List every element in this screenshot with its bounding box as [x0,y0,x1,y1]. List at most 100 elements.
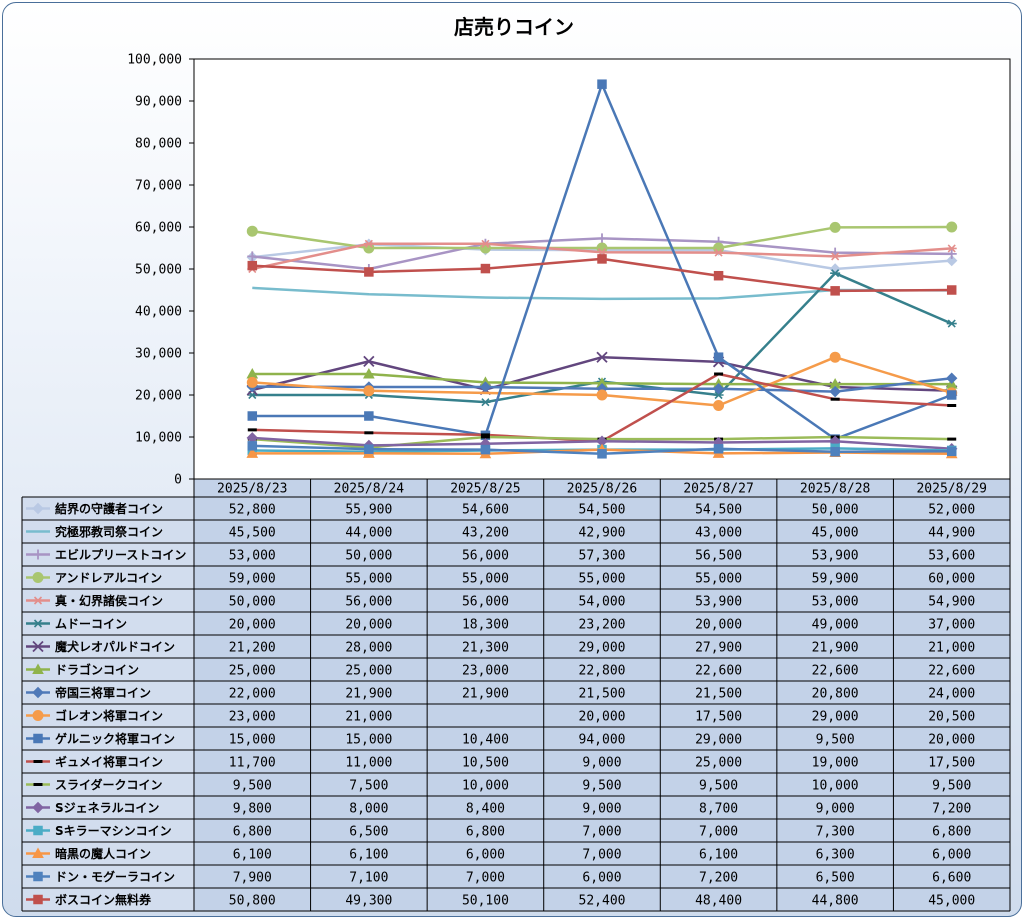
table-value: 21,000 [345,710,392,725]
table-value: 37,000 [928,618,975,633]
data-point [247,260,258,271]
legend-key [26,663,50,674]
line-chart: 店売りコイン 0 10,000 20,000 30,000 40,000 50,000 60… [21,15,1011,912]
table-value: 55,000 [579,572,626,587]
table-value: 8,700 [699,802,738,817]
data-point [829,385,841,398]
table-value: 24,000 [928,687,975,702]
table-value: 20,000 [928,733,975,748]
table-value: 21,900 [462,687,509,702]
table-value: 20,000 [579,710,626,725]
series-name: 結界の守護者コイン [55,501,163,516]
table-value: 7,500 [349,779,388,794]
table-value: 9,000 [816,802,855,817]
table-value: 42,900 [579,526,626,541]
table-value: 53,900 [695,595,742,610]
series-name: エビルプリーストコイン [55,547,186,562]
table-value: 94,000 [579,733,626,748]
table-value: 6,800 [932,825,971,840]
data-point [714,372,724,376]
table-value: 20,000 [695,618,742,633]
data-point [829,221,841,233]
table-value: 6,000 [466,848,505,863]
table-value: 45,000 [928,894,975,909]
data-point [33,549,43,560]
table-value: 6,800 [466,825,505,840]
y-tick-label: 0 [174,473,182,488]
table-value: 10,000 [462,779,509,794]
table-value: 56,000 [345,595,392,610]
y-tick-label: 30,000 [135,347,182,362]
table-value: 7,100 [349,871,388,886]
data-point [247,251,258,262]
data-point [946,221,958,233]
table-value: 7,000 [582,848,621,863]
table-value: 17,500 [928,756,975,771]
series-name: 魔犬レオパルドコイン [55,639,175,654]
table-value: 54,600 [462,503,509,518]
data-table: 2025/8/23 2025/8/24 2025/8/25 2025/8/26 2025… [21,478,1011,912]
table-value: 10,000 [812,779,859,794]
table-value: 28,000 [345,641,392,656]
series-group [247,441,957,459]
table-value: 11,000 [345,756,392,771]
data-point [946,244,957,253]
data-point [480,444,491,455]
table-value: 21,900 [345,687,392,702]
category-label: 2025/8/23 [217,482,287,497]
data-point [713,352,724,362]
table-value: 6,500 [816,871,855,886]
table-value: 7,200 [932,802,971,817]
legend-key [26,894,50,905]
legend-key [26,502,50,515]
table-value: 9,500 [932,779,971,794]
data-point [596,351,608,363]
y-tick-label: 70,000 [135,179,182,194]
series-name: 真・幻界諸侯コイン [55,593,163,608]
table-value: 50,800 [229,894,276,909]
data-point [363,367,375,379]
category-label: 2025/8/26 [567,482,637,497]
table-value: 53,600 [928,549,975,564]
series-name: ドン・モグーラコイン [55,869,175,884]
table-value: 21,200 [229,641,276,656]
data-point [597,79,607,89]
table-value: 6,000 [932,848,971,863]
table-value: 6,100 [233,848,272,863]
table-value: 7,000 [466,871,505,886]
table-value: 7,000 [699,825,738,840]
series-name: ドラゴンコイン [55,662,139,677]
y-tick-label: 10,000 [135,431,182,446]
table-value: 25,000 [345,664,392,679]
data-point [33,596,43,605]
table-value: 21,900 [812,641,859,656]
data-point [364,444,374,454]
data-point [830,286,840,296]
table-value: 9,000 [582,802,621,817]
legend-key [26,549,50,560]
data-point [830,269,841,278]
data-point [32,640,44,653]
table-value: 22,800 [579,664,626,679]
table-value: 54,900 [928,595,975,610]
series-name: ゴレオン将軍コイン [55,708,163,723]
table-value: 9,000 [582,756,621,771]
data-point [946,248,957,259]
data-point [946,372,958,384]
legend-key [26,760,50,763]
table-value: 53,000 [229,549,276,564]
table-value: 6,800 [233,825,272,840]
table-value: 23,000 [229,710,276,725]
table-value: 7,900 [233,871,272,886]
series-group [247,254,957,296]
category-label: 2025/8/24 [334,482,405,497]
y-tick-label: 20,000 [135,389,182,404]
legend-key [26,825,50,836]
table-value: 57,300 [579,549,626,564]
table-value: 55,900 [345,503,392,518]
table-value: 9,500 [582,779,621,794]
series-name: スライダークコイン [55,777,163,792]
data-point [364,411,374,421]
table-value: 59,000 [229,572,276,587]
data-point [33,760,43,763]
